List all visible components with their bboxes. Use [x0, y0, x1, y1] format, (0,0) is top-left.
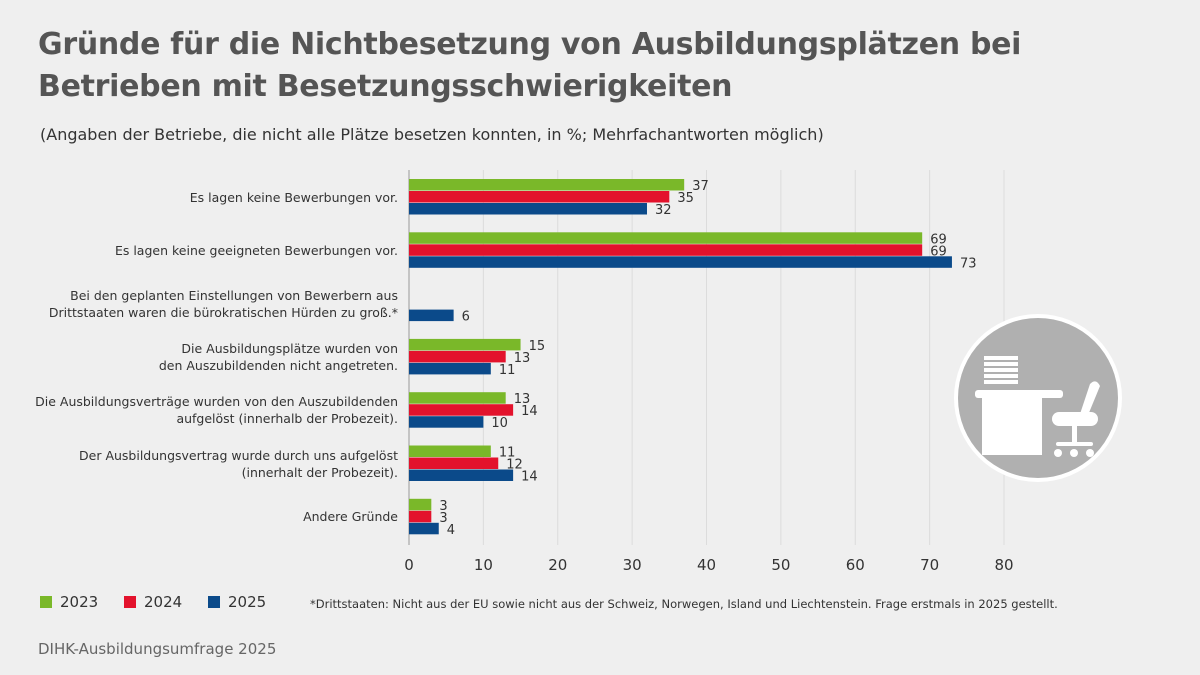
- data-label: 10: [491, 416, 508, 431]
- data-label: 6: [462, 310, 470, 325]
- footnote: *Drittstaaten: Nicht aus der EU sowie ni…: [310, 597, 1058, 611]
- data-label: 3: [439, 499, 447, 514]
- x-tick-label: 80: [994, 556, 1013, 574]
- bar-2023: [409, 232, 923, 244]
- chart-subtitle: (Angaben der Betriebe, die nicht alle Pl…: [40, 125, 824, 144]
- category-label: Es lagen keine geeigneten Bewerbungen vo…: [115, 242, 398, 259]
- data-label: 14: [521, 404, 538, 419]
- category-label-line: Es lagen keine geeigneten Bewerbungen vo…: [114, 242, 398, 258]
- category-label-line: Es lagen keine Bewerbungen vor.: [189, 189, 398, 205]
- bar-2023: [409, 179, 685, 191]
- bar-2024: [409, 510, 432, 523]
- bar-2023: [409, 392, 506, 404]
- category-label-line: Drittstaaten waren die bürokratischen Hü…: [48, 304, 398, 320]
- category-label-line: aufgelöst (innerhalb der Probezeit).: [176, 411, 398, 427]
- legend-swatch: [40, 596, 52, 608]
- category-label-line: Bei den geplanten Einstellungen von Bewe…: [70, 287, 398, 303]
- category-label: Bei den geplanten Einstellungen von Bewe…: [49, 287, 398, 321]
- legend-item: 2024: [124, 593, 182, 611]
- category-label-line: Der Ausbildungsvertrag wurde durch uns a…: [79, 447, 398, 463]
- desk-chair-icon: [954, 314, 1122, 482]
- data-label: 14: [521, 470, 538, 485]
- bar-2025: [409, 522, 439, 535]
- data-label: 3: [439, 511, 447, 526]
- data-label: 4: [447, 523, 455, 538]
- source: DIHK-Ausbildungsumfrage 2025: [38, 640, 277, 658]
- data-label: 11: [499, 446, 516, 461]
- bar-2023: [409, 498, 432, 511]
- category-label-line: Die Ausbildungsplätze wurden von: [181, 340, 398, 356]
- category-label: Die Ausbildungsverträge wurden von den A…: [35, 393, 398, 427]
- bar-2025: [409, 469, 514, 481]
- x-tick-label: 60: [846, 556, 865, 574]
- chart-title: Gründe für die Nichtbesetzung von Ausbil…: [38, 27, 1022, 104]
- data-label: 35: [677, 191, 694, 206]
- data-label: 15: [529, 339, 546, 354]
- bar-2025: [409, 362, 491, 375]
- data-label: 13: [514, 351, 531, 366]
- x-tick-label: 0: [404, 556, 414, 574]
- x-tick-label: 10: [474, 556, 493, 574]
- data-label: 32: [655, 203, 672, 218]
- category-label: Andere Gründe: [303, 508, 398, 525]
- legend-swatch: [208, 596, 220, 608]
- category-label-line: den Auszubildenden nicht angetreten.: [158, 357, 398, 373]
- category-label: Der Ausbildungsvertrag wurde durch uns a…: [79, 447, 398, 481]
- category-label-line: Andere Gründe: [303, 509, 398, 525]
- bar-2024: [409, 457, 499, 469]
- x-tick-label: 20: [548, 556, 567, 574]
- bar-2024: [409, 244, 923, 256]
- bar-2024: [409, 350, 506, 363]
- legend-swatch: [124, 596, 136, 608]
- data-label: 12: [506, 458, 523, 473]
- category-label-line: (innerhalt der Probezeit).: [241, 464, 398, 480]
- legend-item: 2023: [40, 593, 98, 611]
- x-tick-label: 70: [920, 556, 939, 574]
- bar-2024: [409, 404, 514, 416]
- bar-2023: [409, 338, 521, 351]
- data-label: 73: [960, 256, 977, 271]
- data-label: 37: [692, 179, 709, 194]
- legend-label: 2023: [60, 593, 99, 611]
- data-label: 69: [930, 244, 947, 259]
- bar-2025: [409, 256, 952, 268]
- legend-label: 2025: [228, 593, 267, 611]
- category-label-line: Die Ausbildungsverträge wurden von den A…: [35, 394, 398, 410]
- data-label: 11: [499, 363, 516, 378]
- bar-2023: [409, 445, 491, 457]
- legend-item: 2025: [208, 593, 266, 611]
- category-label: Die Ausbildungsplätze wurden von den Ausz…: [159, 340, 398, 374]
- bar-2025: [409, 309, 454, 322]
- x-tick-label: 30: [623, 556, 642, 574]
- x-tick-label: 40: [697, 556, 716, 574]
- data-label: 69: [930, 232, 947, 247]
- legend-label: 2024: [144, 593, 183, 611]
- bar-2024: [409, 191, 670, 203]
- bar-2025: [409, 203, 647, 215]
- data-label: 13: [514, 392, 531, 407]
- category-label: Es lagen keine Bewerbungen vor.: [190, 189, 398, 206]
- x-tick-label: 50: [771, 556, 790, 574]
- bar-2025: [409, 416, 484, 428]
